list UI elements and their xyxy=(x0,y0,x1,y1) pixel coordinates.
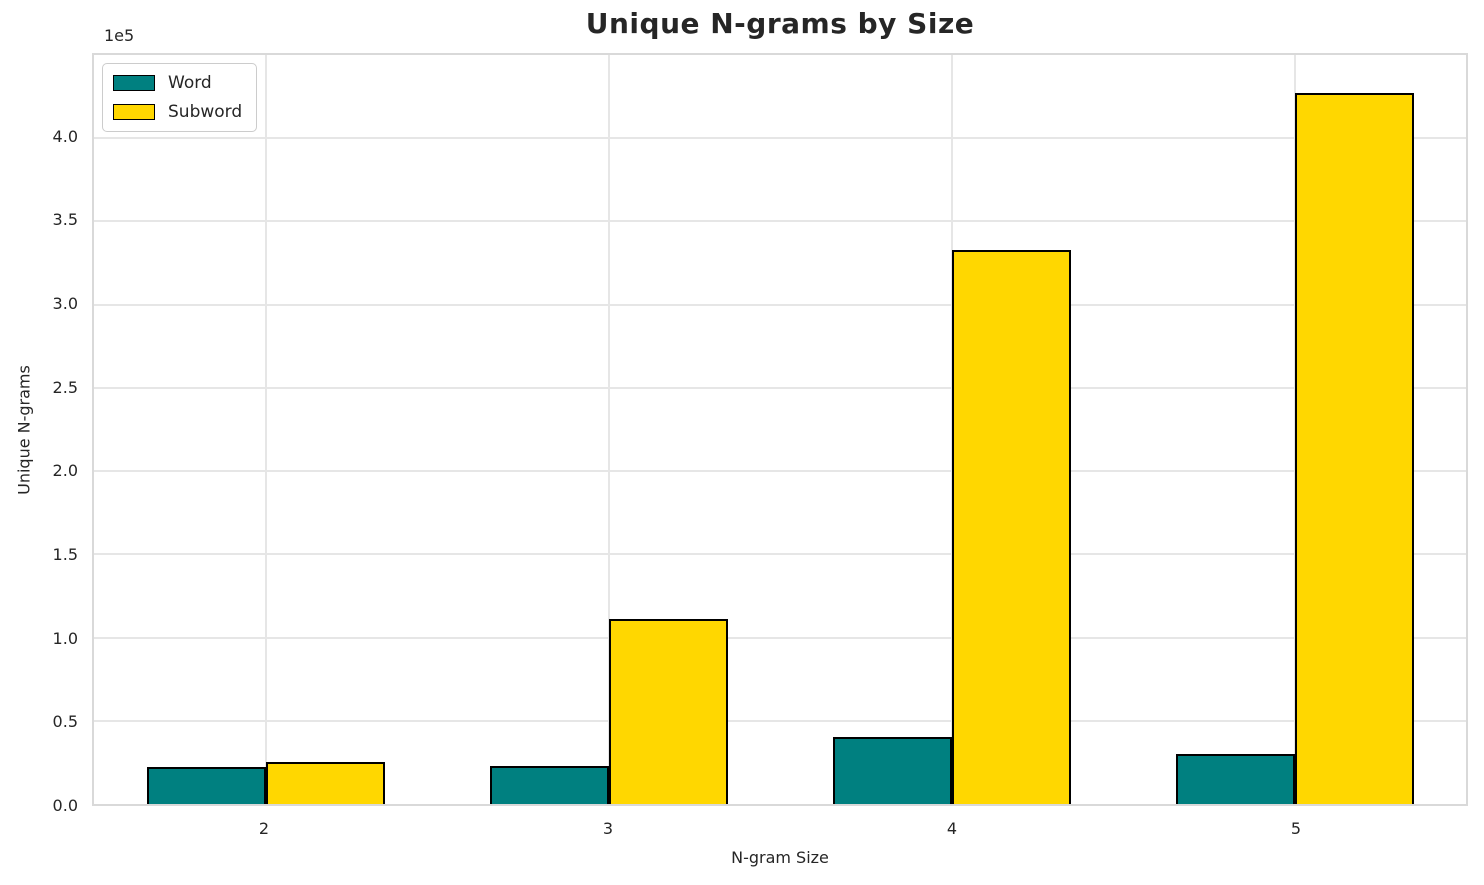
y-tick-label: 4.0 xyxy=(52,126,78,146)
bar-group xyxy=(437,55,780,804)
legend-swatch-subword xyxy=(113,104,155,120)
x-axis-label: N-gram Size xyxy=(731,848,829,867)
gridline-horizontal xyxy=(94,303,1466,306)
bar-word xyxy=(489,765,609,804)
gridline-horizontal xyxy=(94,386,1466,389)
gridline-horizontal xyxy=(94,719,1466,722)
y-tick-label: 0.5 xyxy=(52,712,78,732)
bar-word xyxy=(1175,754,1295,804)
legend-swatch-word xyxy=(113,75,155,91)
plot-area: Word Subword xyxy=(92,53,1468,806)
y-tick-label: 2.5 xyxy=(52,377,78,397)
bar-word xyxy=(146,767,266,804)
x-tick-label: 2 xyxy=(258,819,270,838)
x-tick-label: 5 xyxy=(1290,819,1302,838)
y-tick-label: 3.0 xyxy=(52,294,78,313)
legend-item: Word xyxy=(113,73,242,93)
bar-word xyxy=(832,737,952,804)
bar-group xyxy=(1123,55,1466,804)
bar-subword xyxy=(265,762,385,804)
bar-subword xyxy=(608,619,728,804)
x-tick-label: 3 xyxy=(602,819,614,838)
legend-item: Subword xyxy=(113,102,242,122)
gridline-horizontal xyxy=(94,137,1466,140)
y-tick-label: 2.0 xyxy=(52,461,78,481)
chart-title: Unique N-grams by Size xyxy=(585,7,975,40)
gridline-horizontal xyxy=(94,220,1466,223)
gridline-horizontal xyxy=(94,470,1466,473)
legend-item-label: Subword xyxy=(168,102,243,122)
x-tick-label: 4 xyxy=(946,819,958,838)
bar-subword xyxy=(951,249,1071,804)
legend-item-label: Word xyxy=(168,73,212,93)
y-axis-offset-label: 1e5 xyxy=(104,26,135,45)
bar-subword xyxy=(1294,93,1414,804)
bar-group xyxy=(780,55,1123,804)
bar-groups xyxy=(94,55,1466,804)
y-tick-label: 3.5 xyxy=(52,210,78,230)
gridline-vertical xyxy=(607,55,610,804)
gridline-horizontal xyxy=(94,553,1466,556)
gridline-horizontal xyxy=(94,636,1466,639)
y-tick-label: 0.0 xyxy=(52,796,78,815)
bar-group xyxy=(94,55,437,804)
gridline-vertical xyxy=(264,55,267,804)
y-tick-label: 1.0 xyxy=(52,628,78,648)
legend: Word Subword xyxy=(102,63,258,132)
y-tick-label: 1.5 xyxy=(52,545,78,564)
